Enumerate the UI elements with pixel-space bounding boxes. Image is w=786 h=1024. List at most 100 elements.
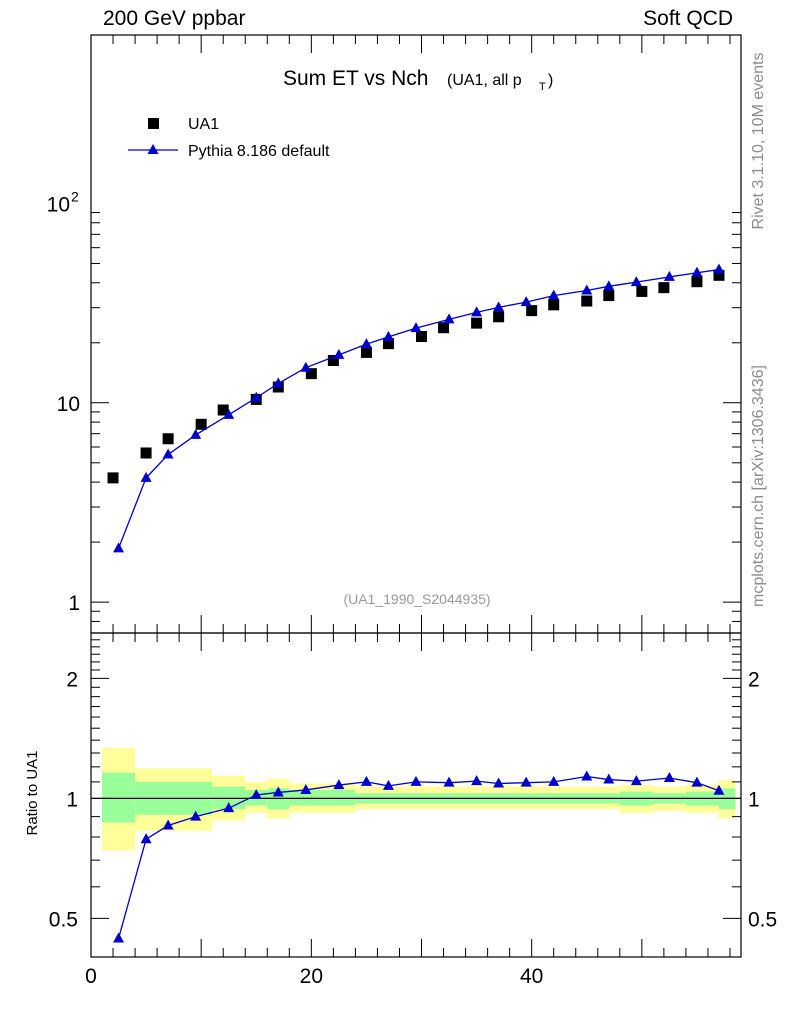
- pythia-ratio-point: [663, 772, 675, 783]
- x-tick-label: 40: [520, 965, 543, 988]
- x-tick-label: 0: [85, 965, 97, 988]
- pythia-point: [630, 276, 642, 287]
- pythia-ratio-point: [581, 770, 593, 781]
- pythia-point: [603, 280, 615, 291]
- main-y-tick-label-exponent: 2: [71, 188, 79, 204]
- pythia-point: [410, 322, 422, 333]
- ua1-point: [691, 276, 703, 288]
- pythia-point: [360, 338, 372, 349]
- pythia-point: [223, 408, 235, 419]
- axis-ticks: [90, 35, 741, 958]
- main-title-suffix-sub: T: [539, 81, 546, 93]
- pythia-ratio-point: [223, 802, 235, 813]
- main-title: Sum ET vs Nch: [283, 67, 428, 90]
- main-y-tick-label: 1: [68, 592, 80, 615]
- legend-label-ua1: UA1: [188, 116, 219, 133]
- pythia-ratio-point: [360, 775, 372, 786]
- pythia-point: [713, 263, 725, 274]
- ratio-y-tick-label-left: 2: [66, 668, 78, 691]
- header-right: Soft QCD: [643, 7, 733, 30]
- ua1-point: [548, 299, 560, 311]
- pythia-point: [493, 301, 505, 312]
- band-inner: [102, 772, 136, 823]
- pythia-ratio-point: [630, 775, 642, 786]
- pythia-point: [162, 448, 174, 459]
- band-inner: [289, 789, 356, 806]
- legend-label-pythia: Pythia 8.186 default: [188, 143, 330, 160]
- ratio-y-tick-label-right: 2: [748, 668, 760, 691]
- pythia-ratio-point: [443, 776, 455, 787]
- ua1-point: [382, 338, 394, 350]
- plot-frames: [90, 34, 742, 958]
- ratio-y-tick-label-left: 0.5: [49, 908, 78, 931]
- legend-marker-ua1: [148, 118, 159, 129]
- pythia-ratio-point: [300, 783, 312, 794]
- pythia-ratio-point: [520, 776, 532, 787]
- ua1-point: [438, 322, 450, 334]
- ua1-point: [327, 354, 339, 366]
- ua1-point: [416, 331, 428, 343]
- side-text-bottom: mcplots.cern.ch [arXiv:1306.3436]: [750, 365, 767, 607]
- ua1-point: [526, 305, 538, 317]
- pythia-ratio-point: [548, 775, 560, 786]
- side-text-top: Rivet 3.1.10, 10M events: [750, 53, 767, 230]
- pythia-point: [300, 361, 312, 372]
- main-title-suffix-end: ): [548, 72, 553, 89]
- ratio-y-tick-label-right: 1: [748, 788, 760, 811]
- x-tick-label: 20: [300, 965, 323, 988]
- uncertainty-bands: [102, 747, 736, 851]
- ua1-point: [217, 404, 229, 416]
- header-left: 200 GeV ppbar: [103, 7, 246, 30]
- ua1-point: [493, 311, 505, 323]
- pythia-point: [691, 266, 703, 277]
- main-y-tick-label: 10: [57, 393, 80, 416]
- pythia-point: [581, 284, 593, 295]
- data-series: [107, 263, 725, 943]
- pythia-ratio-point: [162, 819, 174, 830]
- ua1-point: [195, 418, 207, 430]
- ua1-point: [713, 269, 725, 281]
- ua1-point: [471, 317, 483, 329]
- pythia-ratio-point: [713, 784, 725, 795]
- pythia-ratio-point: [493, 777, 505, 788]
- pythia-point: [548, 289, 560, 300]
- pythia-ratio-point: [272, 786, 284, 797]
- pythia-ratio-point: [382, 779, 394, 790]
- ua1-point: [603, 290, 615, 302]
- ua1-point: [162, 433, 174, 445]
- pythia-point: [471, 306, 483, 317]
- ua1-point: [581, 295, 593, 307]
- main-y-tick-label: 10: [47, 193, 70, 216]
- ratio-plot-frame: [90, 632, 742, 958]
- legend-marker-pythia: [147, 144, 159, 154]
- ua1-point: [107, 472, 119, 484]
- ratio-y-tick-label-left: 1: [66, 788, 78, 811]
- pythia-ratio-point: [691, 776, 703, 787]
- main-title-suffix: (UA1, all p: [447, 72, 522, 89]
- ratio-y-tick-label-right: 0.5: [748, 908, 777, 931]
- source-annotation: (UA1_1990_S2044935): [343, 591, 490, 607]
- pythia-ratio-point: [190, 810, 202, 821]
- pythia-point: [382, 330, 394, 341]
- pythia-ratio-point: [250, 788, 262, 799]
- pythia-point: [520, 296, 532, 307]
- pythia-point: [140, 471, 152, 482]
- pythia-point: [250, 391, 262, 402]
- ua1-point: [305, 368, 317, 380]
- ua1-point: [360, 346, 372, 358]
- pythia-point: [443, 313, 455, 324]
- pythia-line: [117, 268, 720, 549]
- pythia-ratio-point: [471, 775, 483, 786]
- pythia-ratio-point: [113, 932, 125, 943]
- pythia-ratio-point: [410, 775, 422, 786]
- ua1-point: [140, 447, 152, 459]
- pythia-point: [663, 270, 675, 281]
- pythia-point: [113, 542, 125, 553]
- pythia-ratio-point: [333, 779, 345, 790]
- ua1-point: [658, 282, 670, 294]
- pythia-point: [272, 377, 284, 388]
- ua1-point: [636, 285, 648, 297]
- pythia-ratio-point: [140, 833, 152, 844]
